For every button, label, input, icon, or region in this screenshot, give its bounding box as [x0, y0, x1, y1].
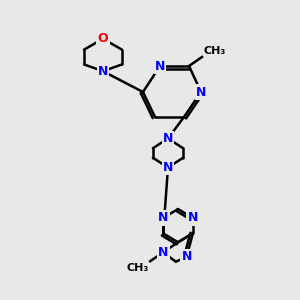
Text: CH₃: CH₃	[127, 263, 149, 273]
Text: N: N	[163, 132, 173, 145]
Text: O: O	[98, 32, 108, 45]
Text: N: N	[196, 85, 206, 98]
Text: N: N	[98, 65, 108, 78]
Text: N: N	[158, 212, 168, 224]
Text: N: N	[155, 59, 165, 73]
Text: N: N	[188, 212, 198, 224]
Text: N: N	[163, 161, 173, 174]
Text: N: N	[182, 250, 192, 263]
Text: CH₃: CH₃	[203, 46, 225, 56]
Text: N: N	[158, 246, 168, 259]
